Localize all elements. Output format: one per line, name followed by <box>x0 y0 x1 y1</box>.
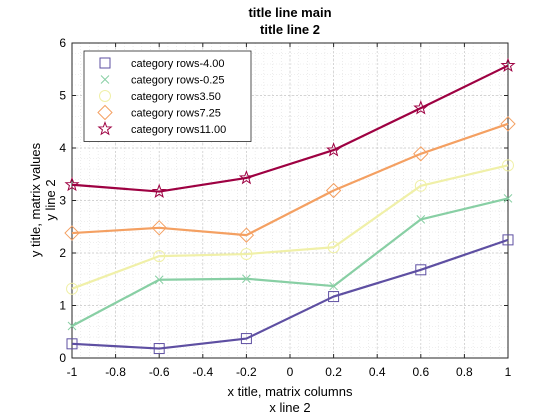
legend-item: category rows7.25 <box>97 104 221 121</box>
data-point <box>327 241 340 254</box>
data-point <box>240 248 253 261</box>
series-line <box>71 164 509 290</box>
data-point <box>415 264 427 276</box>
data-point <box>67 321 77 331</box>
x-tick-label: -0.6 <box>149 365 170 379</box>
data-point <box>503 194 513 203</box>
series-1 <box>66 234 514 355</box>
data-point <box>64 225 80 241</box>
legend: category rows-4.00 category rows-0.25 cate… <box>83 50 252 142</box>
legend-item: category rows-0.25 <box>100 75 225 87</box>
y-tick-label: 6 <box>59 36 66 50</box>
legend-marker <box>97 121 113 136</box>
x-tick-label: 0.8 <box>456 365 473 379</box>
series-line <box>71 122 509 237</box>
data-point <box>238 227 255 243</box>
series-line <box>71 238 509 350</box>
legend-item: category rows-4.00 <box>99 57 225 70</box>
data-point <box>242 274 251 284</box>
legend-marker <box>100 75 110 84</box>
data-point <box>414 179 427 192</box>
chart-title-line-1: title line main <box>248 5 331 20</box>
data-point <box>151 220 167 236</box>
x-axis-label-line-2: x line 2 <box>269 400 310 415</box>
legend-label: category rows11.00 <box>131 124 226 136</box>
data-point <box>502 234 514 246</box>
x-tick-label: 0.4 <box>369 365 386 379</box>
legend-label: category rows-4.00 <box>131 58 225 70</box>
legend-marker <box>99 57 111 69</box>
data-point <box>416 215 426 224</box>
series-line <box>71 64 509 193</box>
data-point <box>328 291 340 303</box>
x-tick-label: -0.2 <box>236 365 257 379</box>
x-tick-label: 0.2 <box>325 365 342 379</box>
x-tick-label: 0 <box>287 365 294 379</box>
data-point <box>500 116 516 132</box>
legend-label: category rows-0.25 <box>131 75 225 87</box>
legend-marker <box>99 90 111 102</box>
legend-label: category rows7.25 <box>131 108 221 120</box>
legend-box <box>83 50 252 142</box>
data-point <box>500 57 516 73</box>
legend-label: category rows3.50 <box>131 91 221 103</box>
series-2 <box>67 194 513 331</box>
series-line <box>71 197 509 327</box>
chart-title-line-2: title line 2 <box>260 22 320 37</box>
y-tick-label: 3 <box>59 194 66 208</box>
series-4 <box>64 116 516 243</box>
data-point <box>154 275 164 285</box>
x-tick-label: 1 <box>505 365 512 379</box>
legend-marker <box>97 104 113 121</box>
data-point <box>329 281 338 291</box>
legend-item: category rows11.00 <box>97 121 226 136</box>
y-tick-label: 4 <box>59 141 66 155</box>
data-point <box>502 159 514 172</box>
series-5 <box>64 57 516 198</box>
x-tick-label: 0.6 <box>412 365 429 379</box>
data-point <box>153 250 166 263</box>
y-tick-label: 1 <box>59 299 66 313</box>
data-point <box>66 338 78 350</box>
y-tick-label: 5 <box>59 89 66 103</box>
y-tick-label: 0 <box>59 351 66 365</box>
x-axis-label-line-1: x title, matrix columns <box>228 384 353 399</box>
y-axis-label-line-2: y line 2 <box>43 179 58 220</box>
data-point <box>64 176 80 192</box>
x-tick-label: -0.8 <box>105 365 126 379</box>
data-point <box>238 169 254 185</box>
y-axis-label-line-1: y title, matrix values <box>28 142 43 257</box>
data-point <box>240 333 252 345</box>
y-tick-label: 2 <box>59 246 66 260</box>
data-point <box>413 146 429 162</box>
data-point <box>151 183 167 198</box>
x-tick-label: -0.4 <box>192 365 213 379</box>
data-point <box>413 100 429 115</box>
data-point <box>153 343 165 355</box>
data-point <box>66 282 78 295</box>
x-tick-label: -1 <box>67 365 78 379</box>
legend-item: category rows3.50 <box>99 90 221 103</box>
data-point <box>326 142 342 157</box>
data-point <box>325 182 342 199</box>
series-3 <box>66 159 514 295</box>
